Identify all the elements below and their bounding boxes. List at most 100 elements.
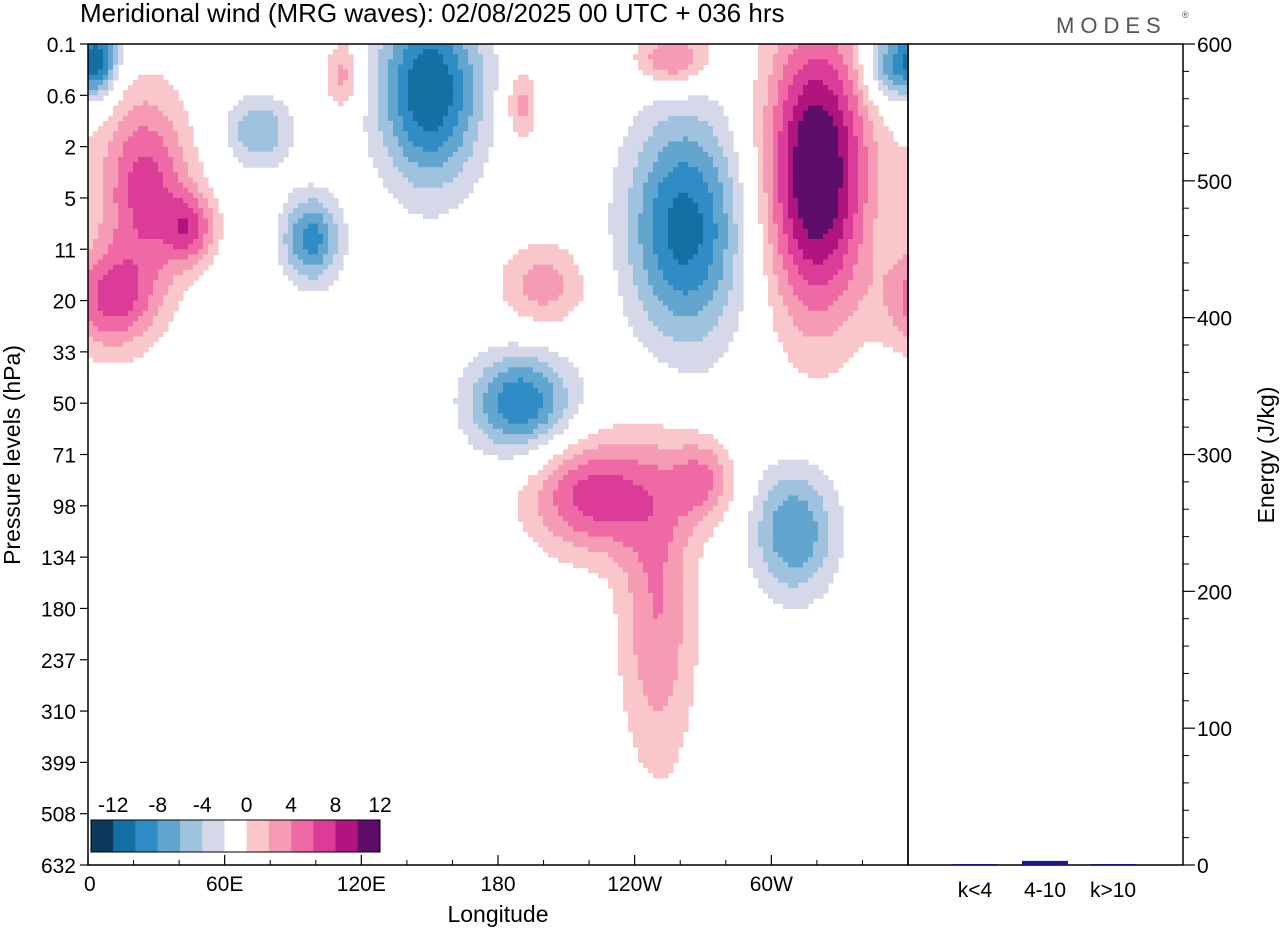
heat-cell: [93, 238, 114, 245]
heat-cell: [648, 280, 669, 286]
heat-cell: [108, 115, 124, 122]
heat-cell: [783, 264, 799, 271]
heat-cell: [653, 74, 689, 81]
heat-cell: [88, 310, 104, 317]
heat-cell: [683, 546, 704, 553]
heat-cell: [363, 120, 379, 127]
heat-cell: [548, 428, 564, 435]
heat-cell: [513, 90, 534, 96]
heat-cell: [638, 459, 689, 466]
heat-cell: [578, 439, 719, 445]
heat-cell: [113, 187, 129, 194]
heat-cell: [778, 146, 789, 153]
heat-cell: [133, 162, 159, 168]
heat-cell: [883, 300, 904, 307]
heat-cell: [98, 305, 134, 312]
heat-cell: [643, 69, 669, 76]
heat-cell: [673, 685, 694, 692]
heat-cell: [88, 290, 99, 297]
heat-cell: [238, 120, 279, 127]
heat-cell: [733, 259, 744, 266]
heat-cell: [553, 423, 569, 430]
heat-cell: [798, 136, 839, 143]
heat-cell: [143, 310, 159, 317]
heat-cell: [793, 285, 849, 291]
heat-cell: [453, 100, 464, 107]
heat-cell: [388, 100, 399, 107]
heat-cell: [623, 136, 649, 143]
heat-cell: [793, 177, 844, 184]
heat-cell: [613, 187, 629, 194]
heat-cell: [763, 238, 769, 245]
heat-cell: [653, 593, 664, 599]
heat-cell: [903, 351, 909, 358]
heat-cell: [458, 172, 484, 179]
heat-cell: [88, 85, 99, 91]
heat-cell: [463, 74, 474, 81]
heat-cell: [498, 403, 544, 409]
heat-cell: [868, 151, 879, 158]
heat-cell: [818, 536, 829, 543]
heat-cell: [783, 213, 789, 220]
heat-cell: [463, 105, 474, 112]
heat-cell: [278, 115, 294, 122]
heat-cell: [203, 233, 214, 240]
heat-cell: [798, 495, 824, 502]
heat-cell: [783, 208, 789, 214]
heat-cell: [388, 74, 399, 81]
heat-cell: [783, 203, 789, 209]
heat-cell: [873, 228, 909, 235]
heat-cell: [108, 59, 114, 66]
heat-cell: [638, 218, 654, 225]
heat-cell: [853, 218, 864, 225]
heat-cell: [788, 562, 804, 568]
y-tick-label: 0.6: [47, 85, 76, 108]
heat-cell: [673, 464, 709, 471]
heat-cell: [453, 398, 474, 404]
heat-cell: [698, 249, 714, 255]
heat-cell: [723, 182, 734, 189]
heat-cell: [628, 126, 654, 132]
heat-cell: [808, 500, 824, 507]
heat-cell: [403, 146, 424, 153]
heat-cell: [673, 680, 694, 686]
heat-cell: [88, 187, 104, 194]
heat-cell: [783, 341, 864, 348]
heat-cell: [683, 577, 699, 584]
heat-cell: [673, 203, 699, 209]
heat-cell: [653, 290, 684, 297]
heat-cell: [118, 167, 134, 173]
heat-cell: [663, 567, 684, 574]
heat-cell: [658, 613, 684, 620]
heat-cell: [753, 115, 764, 122]
heat-cell: [128, 203, 189, 209]
heat-cell: [478, 377, 494, 384]
heat-cell: [88, 136, 114, 143]
heat-cell: [763, 177, 774, 184]
heat-cell: [793, 79, 809, 86]
heat-cell: [463, 90, 474, 96]
heat-cell: [518, 110, 529, 117]
heat-cell: [88, 280, 99, 286]
heat-cell: [233, 151, 289, 158]
heat-cell: [633, 628, 684, 635]
heat-cell: [738, 249, 744, 255]
heat-cell: [728, 290, 744, 297]
heat-cell: [718, 495, 734, 502]
heat-cell: [658, 192, 679, 199]
heat-cell: [788, 156, 794, 163]
heat-cell: [163, 182, 184, 189]
heat-cell: [833, 64, 849, 71]
heat-cell: [283, 238, 294, 245]
heat-cell: [443, 182, 474, 189]
heat-cell: [808, 233, 824, 240]
heat-cell: [698, 244, 714, 250]
heat-cell: [733, 264, 744, 271]
heat-cell: [383, 44, 394, 50]
heat-cell: [773, 64, 784, 71]
heat-cell: [523, 274, 564, 281]
heat-cell: [763, 249, 774, 255]
heat-cell: [508, 95, 519, 102]
heat-cell: [498, 392, 544, 399]
heat-cell: [213, 213, 224, 220]
